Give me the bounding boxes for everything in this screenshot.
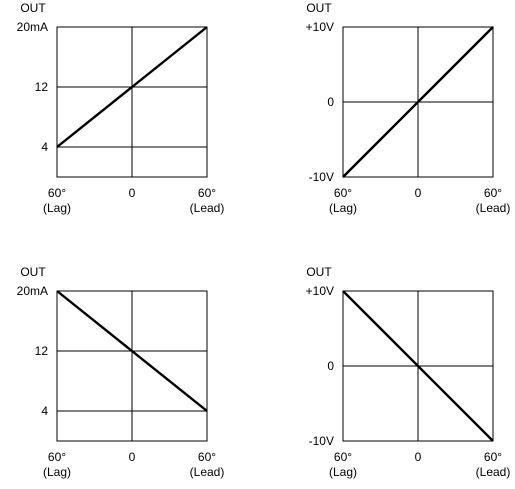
y-tick-label: 0 — [327, 95, 334, 109]
x-tick-sublabel: (Lag) — [329, 201, 357, 215]
y-axis-title: OUT — [306, 265, 332, 279]
x-tick-sublabel: (Lag) — [329, 465, 357, 479]
x-tick-label: 60° — [484, 186, 502, 200]
y-tick-label: -10V — [309, 170, 334, 184]
y-tick-label: 4 — [41, 140, 48, 154]
x-tick-label: 0 — [415, 186, 422, 200]
y-tick-label: 20mA — [17, 20, 48, 34]
y-tick-label: 20mA — [17, 284, 48, 298]
x-tick-label: 60° — [48, 186, 66, 200]
x-tick-sublabel: (Lead) — [190, 465, 225, 479]
y-tick-label: -10V — [309, 434, 334, 448]
y-tick-label: 0 — [327, 359, 334, 373]
x-tick-sublabel: (Lead) — [476, 465, 511, 479]
x-tick-label: 0 — [129, 186, 136, 200]
x-tick-sublabel: (Lead) — [476, 201, 511, 215]
y-tick-label: 12 — [35, 344, 49, 358]
x-tick-label: 0 — [129, 450, 136, 464]
x-tick-label: 60° — [48, 450, 66, 464]
y-axis-title: OUT — [20, 265, 46, 279]
x-tick-label: 60° — [484, 450, 502, 464]
y-axis-title: OUT — [20, 1, 46, 15]
x-tick-sublabel: (Lag) — [43, 465, 71, 479]
x-tick-label: 60° — [198, 450, 216, 464]
x-tick-label: 60° — [334, 186, 352, 200]
x-tick-label: 60° — [198, 186, 216, 200]
y-tick-label: +10V — [306, 20, 334, 34]
y-axis-title: OUT — [306, 1, 332, 15]
x-tick-sublabel: (Lag) — [43, 201, 71, 215]
y-tick-label: 4 — [41, 404, 48, 418]
x-tick-label: 0 — [415, 450, 422, 464]
x-tick-label: 60° — [334, 450, 352, 464]
y-tick-label: 12 — [35, 80, 49, 94]
x-tick-sublabel: (Lead) — [190, 201, 225, 215]
y-tick-label: +10V — [306, 284, 334, 298]
